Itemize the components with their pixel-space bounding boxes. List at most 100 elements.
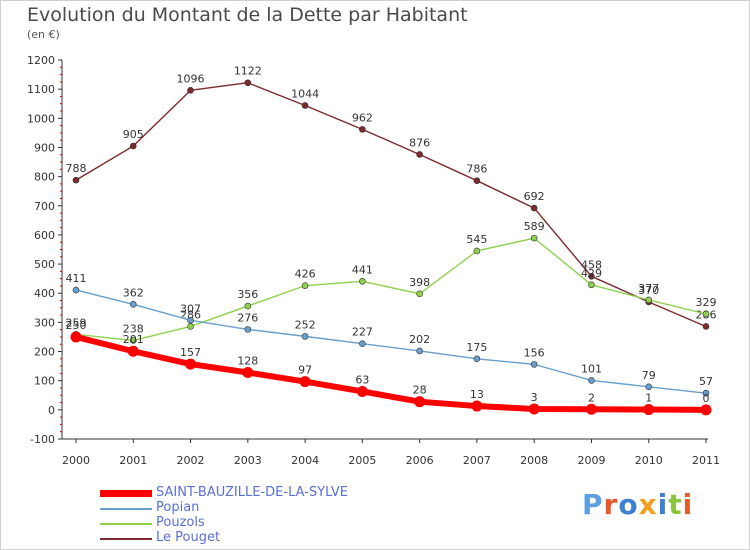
data-point bbox=[473, 177, 481, 184]
data-label: 786 bbox=[466, 163, 487, 176]
y-tick-label: -100 bbox=[30, 433, 55, 446]
legend-swatch bbox=[100, 508, 152, 510]
series-line-3 bbox=[75, 82, 707, 328]
data-label: 362 bbox=[123, 286, 144, 299]
data-label: 128 bbox=[237, 355, 258, 368]
y-tick-label: 400 bbox=[34, 287, 55, 300]
logo-letter: o bbox=[618, 488, 639, 521]
x-tick-label: 2003 bbox=[234, 454, 262, 467]
data-point bbox=[414, 396, 426, 408]
series-line-0 bbox=[73, 333, 709, 413]
legend-label: Pouzols bbox=[156, 515, 205, 530]
data-label: 13 bbox=[470, 388, 484, 401]
data-point bbox=[359, 340, 366, 347]
data-label: 259 bbox=[66, 316, 87, 329]
data-point bbox=[471, 400, 483, 412]
data-point bbox=[187, 87, 194, 94]
data-point bbox=[530, 204, 538, 212]
x-tick-label: 2006 bbox=[406, 454, 434, 467]
data-point bbox=[588, 273, 595, 280]
data-label: 57 bbox=[699, 375, 713, 388]
data-point bbox=[645, 296, 653, 304]
data-point bbox=[643, 404, 655, 416]
data-point bbox=[588, 377, 595, 384]
data-point bbox=[416, 347, 423, 355]
x-tick-label: 2004 bbox=[291, 454, 319, 467]
data-label: 1 bbox=[645, 392, 652, 405]
y-tick-label: 300 bbox=[34, 316, 55, 329]
data-label: 28 bbox=[413, 384, 427, 397]
logo-letter: t bbox=[668, 488, 683, 521]
data-label: 227 bbox=[352, 326, 373, 339]
data-label: 201 bbox=[123, 333, 144, 346]
x-tick-label: 2010 bbox=[635, 454, 663, 467]
data-point bbox=[702, 389, 710, 397]
data-label: 175 bbox=[466, 341, 487, 354]
data-point bbox=[416, 290, 423, 298]
data-label: 411 bbox=[66, 272, 87, 285]
y-tick-label: 1000 bbox=[27, 112, 55, 125]
data-label: 1044 bbox=[291, 87, 319, 100]
data-point bbox=[645, 383, 653, 391]
y-tick-label: 600 bbox=[34, 229, 55, 242]
series-line-2 bbox=[75, 237, 707, 342]
data-label: 202 bbox=[409, 333, 430, 346]
legend-label: SAINT-BAUZILLE-DE-LA-SYLVE bbox=[156, 485, 349, 500]
data-point bbox=[127, 345, 139, 357]
data-point bbox=[356, 385, 368, 397]
data-label: 276 bbox=[237, 311, 258, 324]
data-point bbox=[585, 403, 597, 415]
data-label: 101 bbox=[581, 362, 602, 375]
data-label: 1122 bbox=[234, 65, 262, 78]
x-tick-label: 2009 bbox=[577, 454, 605, 467]
data-label: 458 bbox=[581, 258, 602, 271]
y-tick-label: 800 bbox=[34, 171, 55, 184]
data-label: 441 bbox=[352, 263, 373, 276]
data-label: 545 bbox=[466, 233, 487, 246]
logo-letter: P bbox=[582, 488, 604, 521]
data-point bbox=[70, 331, 82, 343]
logo-letter: i bbox=[657, 488, 669, 521]
data-label: 2 bbox=[588, 391, 595, 404]
data-label: 97 bbox=[298, 364, 312, 377]
data-label: 962 bbox=[352, 111, 373, 124]
y-tick-label: 0 bbox=[48, 404, 55, 417]
legend-label: Le Pouget bbox=[156, 530, 221, 545]
data-point bbox=[129, 301, 137, 308]
data-point bbox=[185, 358, 197, 370]
logo-letter: r bbox=[603, 488, 619, 521]
data-point bbox=[588, 281, 595, 289]
data-point bbox=[702, 310, 710, 318]
legend-swatch bbox=[100, 538, 152, 540]
data-point bbox=[473, 355, 481, 363]
x-tick-label: 2002 bbox=[177, 454, 205, 467]
data-label: 788 bbox=[66, 162, 87, 175]
legend-label: Popian bbox=[156, 500, 200, 515]
x-tick-label: 2007 bbox=[463, 454, 491, 467]
data-label: 1096 bbox=[177, 72, 205, 85]
data-label: 238 bbox=[123, 322, 144, 335]
data-point bbox=[129, 337, 137, 344]
data-label: 157 bbox=[180, 346, 201, 359]
logo-letter: x bbox=[638, 488, 658, 521]
data-label: 156 bbox=[524, 346, 545, 359]
data-label: 692 bbox=[524, 190, 545, 203]
series-line-1 bbox=[75, 289, 707, 394]
y-tick-label: 500 bbox=[34, 258, 55, 271]
legend-swatch bbox=[100, 490, 152, 497]
data-point bbox=[72, 286, 80, 294]
data-label: 63 bbox=[355, 373, 369, 386]
data-point bbox=[530, 234, 538, 242]
y-tick-label: 1200 bbox=[27, 54, 55, 67]
data-point bbox=[416, 151, 423, 158]
data-point bbox=[473, 247, 481, 255]
data-point bbox=[301, 333, 309, 340]
data-label: 905 bbox=[123, 128, 144, 141]
data-point bbox=[301, 102, 309, 109]
data-label: 370 bbox=[638, 284, 659, 297]
data-label: 398 bbox=[409, 276, 430, 289]
data-label: 3 bbox=[531, 391, 538, 404]
data-label: 252 bbox=[295, 318, 316, 331]
